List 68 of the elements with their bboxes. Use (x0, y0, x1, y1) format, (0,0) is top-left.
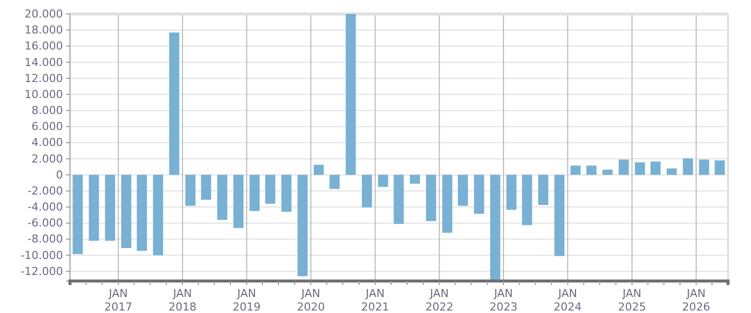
bar (330, 174, 340, 189)
y-tick-label: -6.000 (28, 216, 63, 230)
y-tick-label: 16.000 (24, 40, 63, 53)
bar (217, 174, 228, 220)
bar (314, 164, 324, 175)
bar (699, 160, 710, 175)
bar (474, 174, 484, 214)
bar (458, 174, 468, 206)
y-tick-label: 8.000 (32, 104, 63, 118)
y-tick-label: 20.000 (24, 8, 63, 21)
y-tick-label: 0 (56, 168, 63, 182)
y-tick-label: -8.000 (28, 232, 63, 246)
bar (618, 160, 629, 175)
bar (233, 174, 244, 228)
y-tick-label: 18.000 (24, 24, 63, 37)
bar (442, 174, 452, 233)
bar (634, 162, 645, 175)
y-tick-label: -12.000 (20, 264, 63, 278)
bar (185, 174, 196, 206)
y-tick-label: 10.000 (24, 88, 63, 101)
x-tick-label: JAN 2024 (554, 286, 582, 313)
bar (265, 174, 276, 204)
bar (88, 174, 99, 241)
bar (378, 174, 388, 187)
y-tick-label: -2.000 (28, 184, 63, 198)
bar (298, 174, 308, 276)
bar (394, 174, 404, 224)
x-tick-label: JAN 2025 (618, 286, 646, 313)
bar (714, 160, 725, 175)
bar (250, 174, 260, 212)
y-tick-label: 14.000 (24, 56, 63, 69)
bar (72, 174, 83, 254)
y-tick-label: -4.000 (28, 200, 63, 214)
bar (586, 166, 596, 175)
bar (169, 32, 180, 175)
bar (410, 174, 420, 184)
x-tick-label: JAN 2020 (296, 286, 325, 313)
bar (136, 174, 147, 251)
bar (650, 162, 661, 175)
y-tick-label: -10.000 (20, 248, 63, 262)
y-tick-label: 6.000 (32, 120, 63, 134)
x-tick-label: JAN 2018 (168, 286, 197, 313)
x-tick-label: JAN 2017 (104, 286, 132, 313)
bar (682, 158, 693, 175)
bar (554, 174, 564, 256)
x-tick-label: JAN 2021 (361, 286, 390, 313)
x-tick-label: JAN 2026 (682, 286, 710, 313)
y-tick-label: 4.000 (32, 136, 63, 150)
bar (121, 174, 132, 248)
x-tick-label: JAN 2022 (425, 286, 454, 313)
bar (426, 174, 436, 222)
bar (201, 174, 212, 200)
bar (490, 174, 500, 281)
bar (362, 174, 372, 208)
x-tick-label: JAN 2019 (232, 286, 261, 313)
x-tick-label: JAN 2023 (490, 286, 518, 313)
bar (346, 14, 356, 175)
bar (602, 170, 613, 175)
bar (570, 166, 581, 175)
bar (105, 174, 116, 241)
bar (538, 174, 548, 205)
bar (506, 174, 516, 210)
bar (281, 174, 292, 212)
bar (666, 168, 677, 175)
bar (522, 174, 532, 226)
y-tick-label: 2.000 (32, 152, 63, 166)
bar (153, 174, 164, 256)
y-tick-label: 12.000 (24, 72, 63, 85)
